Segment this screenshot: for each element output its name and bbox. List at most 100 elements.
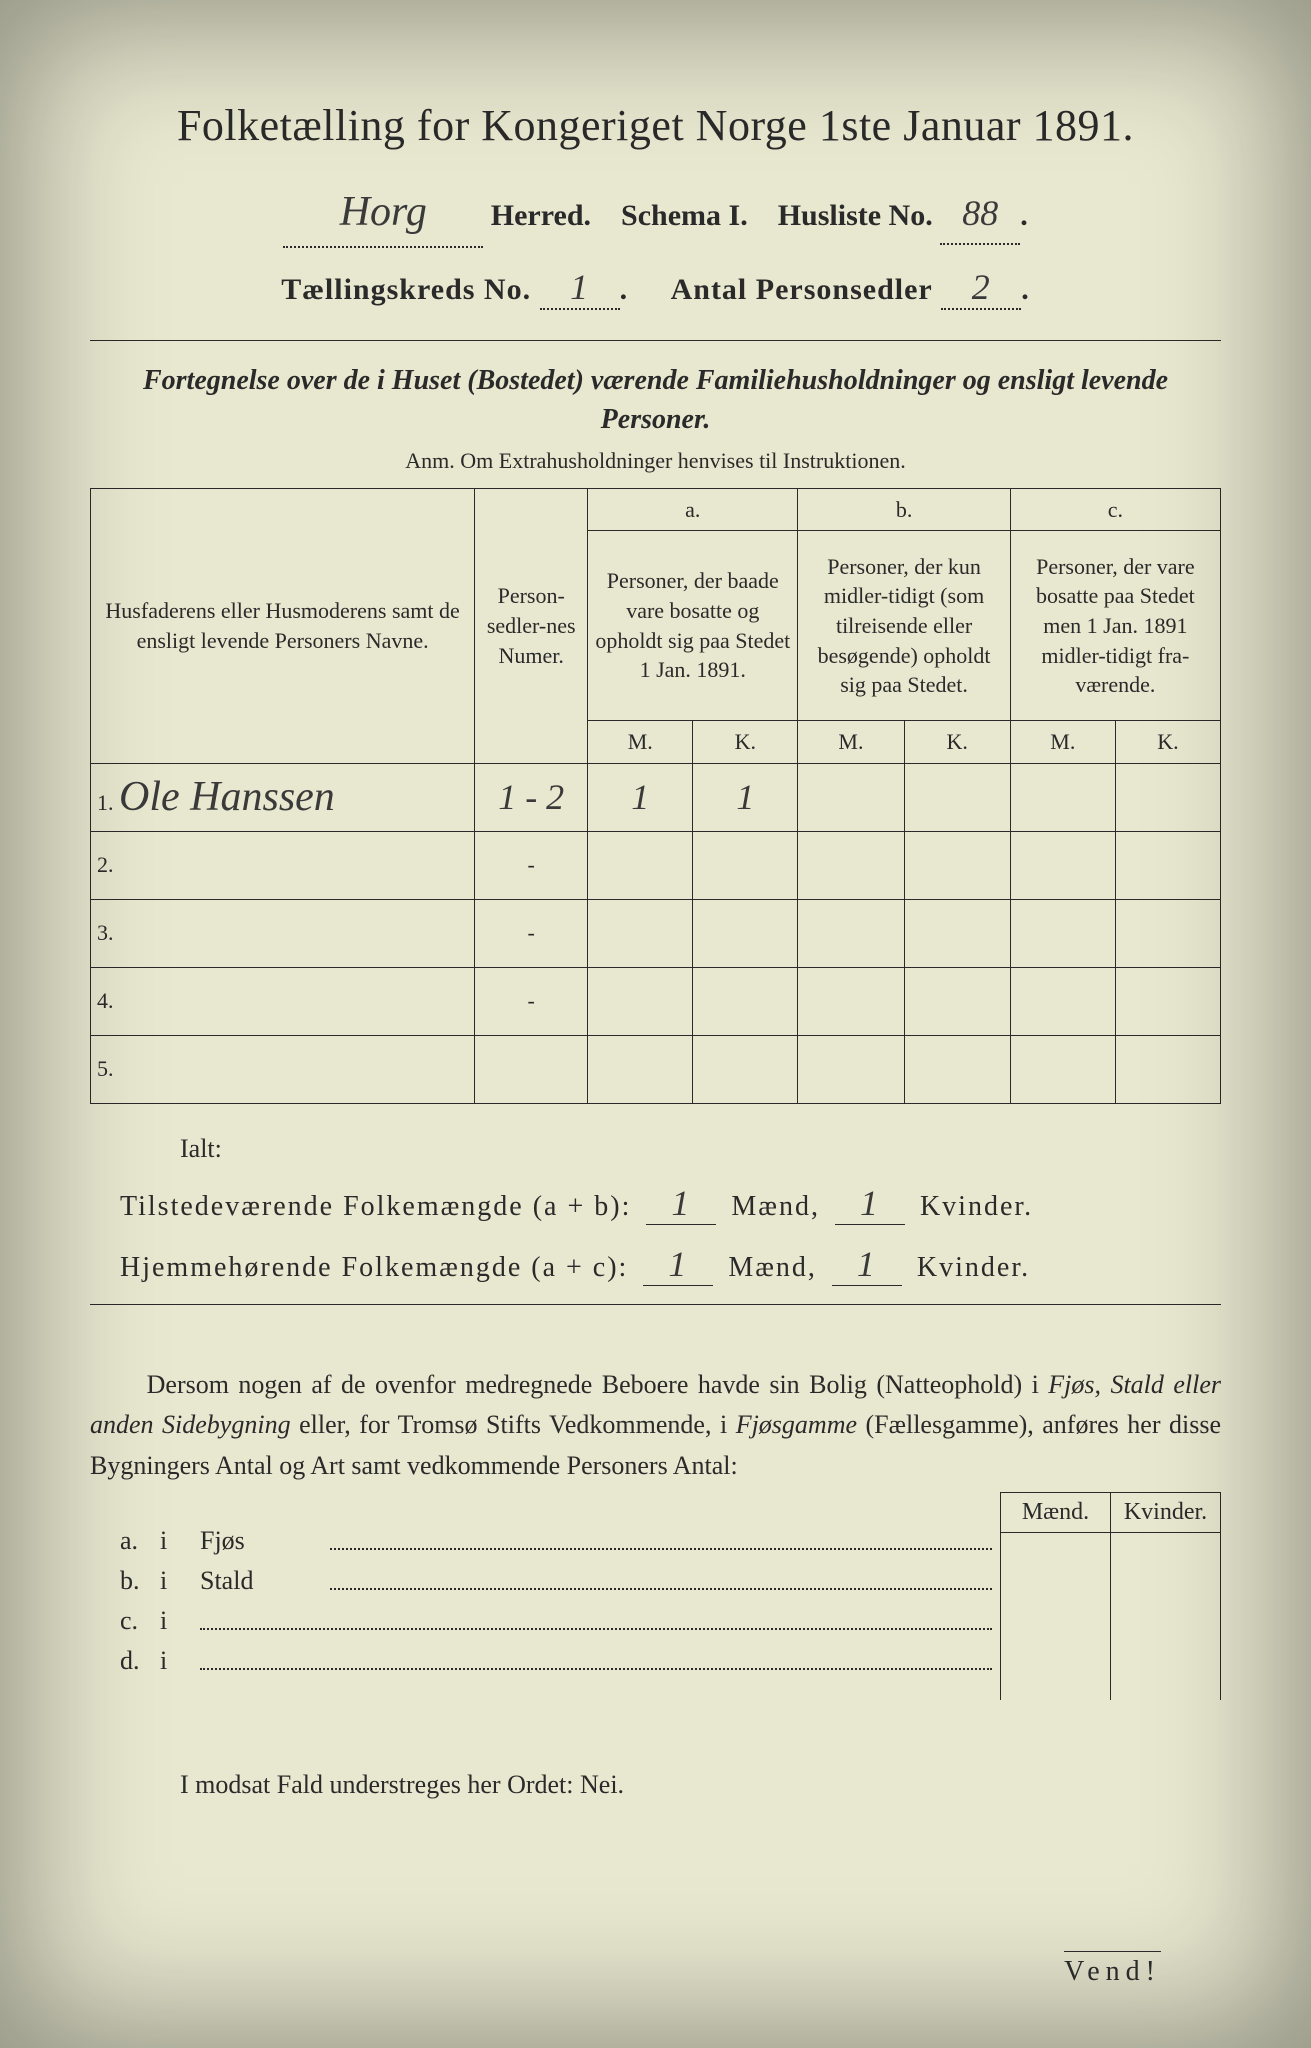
col-name-text: Husfaderens eller Husmoderens samt de en… <box>105 598 459 653</box>
row-num: - <box>475 899 588 967</box>
b-k-cell <box>904 967 1010 1035</box>
c-k-cell <box>1115 967 1220 1035</box>
abcd-letter: d. <box>90 1646 160 1676</box>
ab-k-slot: 1 <box>835 1182 905 1225</box>
census-form-page: Folketælling for Kongeriget Norge 1ste J… <box>0 0 1311 2048</box>
mk-maend-header: Mænd. <box>1001 1492 1111 1532</box>
vend-label: Vend! <box>1064 1951 1161 1988</box>
c-m-cell <box>1010 1035 1115 1103</box>
b-m-cell <box>798 763 904 831</box>
abcd-i: i <box>160 1566 200 1596</box>
b-m-cell <box>798 899 904 967</box>
group-a-letter: a. <box>588 488 798 531</box>
c-k-cell <box>1115 1035 1220 1103</box>
c-m-cell <box>1010 967 1115 1035</box>
row-num: 1 - 2 <box>475 763 588 831</box>
ab-k-value: 1 <box>860 1183 880 1223</box>
table-row: 5. <box>91 1035 1221 1103</box>
group-b-header: Personer, der kun midler-tidigt (som til… <box>798 531 1010 721</box>
dotted-line <box>200 1668 992 1670</box>
abcd-row: c. i <box>90 1606 1000 1636</box>
mk-cell <box>1001 1574 1111 1616</box>
b-k-cell <box>904 831 1010 899</box>
kreds-line: Tællingskreds No. 1. Antal Personsedler … <box>90 266 1221 310</box>
fortegnelse-heading: Fortegnelse over de i Huset (Bostedet) v… <box>90 361 1221 439</box>
c-k-header: K. <box>1115 721 1220 764</box>
husliste-slot: 88 <box>940 185 1020 245</box>
a-k-cell <box>693 831 798 899</box>
table-row: 4. - <box>91 967 1221 1035</box>
abcd-list: a. i Fjøs b. i Stald c. i d. i <box>90 1516 1000 1686</box>
mk-cell <box>1001 1616 1111 1658</box>
row-name: 1. Ole Hanssen <box>91 763 475 831</box>
kreds-label: Tællingskreds No. <box>281 273 531 306</box>
maend-label: Mænd, <box>728 1252 817 1283</box>
abcd-letter: c. <box>90 1606 160 1636</box>
group-c-letter: c. <box>1010 488 1220 531</box>
mk-cell <box>1111 1574 1221 1616</box>
person-name: Ole Hanssen <box>119 774 335 820</box>
abcd-letter: b. <box>90 1566 160 1596</box>
maend-label: Mænd, <box>731 1191 820 1222</box>
abcd-type: Fjøs <box>200 1526 330 1556</box>
b-k-cell <box>904 1035 1010 1103</box>
row-num: - <box>475 831 588 899</box>
outbuilding-paragraph: Dersom nogen af de ovenfor medregnede Be… <box>90 1365 1221 1486</box>
abcd-type: Stald <box>200 1566 330 1596</box>
b-k-cell <box>904 763 1010 831</box>
personsedler-value: 2 <box>972 267 991 307</box>
a-k-cell: 1 <box>693 763 798 831</box>
ac-k-slot: 1 <box>832 1243 902 1286</box>
row-num <box>475 1035 588 1103</box>
b-m-cell <box>798 967 904 1035</box>
row-name: 4. <box>91 967 475 1035</box>
ac-k-value: 1 <box>857 1244 877 1284</box>
a-m-cell <box>588 831 693 899</box>
row-name: 2. <box>91 831 475 899</box>
row-name: 5. <box>91 1035 475 1103</box>
line1-label: Tilstedeværende Folkemængde (a + b): <box>120 1191 631 1222</box>
page-title: Folketælling for Kongeriget Norge 1ste J… <box>90 100 1221 151</box>
col-name-header: Husfaderens eller Husmoderens samt de en… <box>91 488 475 763</box>
abcd-row: d. i <box>90 1646 1000 1676</box>
group-b-letter: b. <box>798 488 1010 531</box>
anm-note: Anm. Om Extrahusholdninger henvises til … <box>90 448 1221 474</box>
kvinder-label: Kvinder. <box>917 1252 1030 1283</box>
ab-m-value: 1 <box>671 1183 691 1223</box>
abcd-row: a. i Fjøs <box>90 1526 1000 1556</box>
mk-cell <box>1111 1616 1221 1658</box>
b-m-header: M. <box>798 721 904 764</box>
nei-line: I modsat Fald understreges her Ordet: Ne… <box>90 1770 1221 1800</box>
line2-label: Hjemmehørende Folkemængde (a + c): <box>120 1252 628 1283</box>
herred-value-slot: Horg <box>283 179 483 248</box>
herred-value: Horg <box>340 189 427 235</box>
c-m-cell <box>1010 831 1115 899</box>
c-k-cell <box>1115 763 1220 831</box>
ab-m-slot: 1 <box>646 1182 716 1225</box>
para-text1: Dersom nogen af de ovenfor medregnede Be… <box>147 1370 1049 1399</box>
a-m-val: 1 <box>631 777 649 817</box>
table-body: 1. Ole Hanssen 1 - 2 1 1 2. - 3. - 4. <box>91 763 1221 1103</box>
col-num-header: Person-sedler-nes Numer. <box>475 488 588 763</box>
household-table: Husfaderens eller Husmoderens samt de en… <box>90 488 1221 1104</box>
husliste-value: 88 <box>962 193 998 233</box>
a-m-header: M. <box>588 721 693 764</box>
a-m-cell <box>588 1035 693 1103</box>
num-val: 1 - 2 <box>498 777 564 817</box>
schema-label: Schema I. <box>621 199 748 232</box>
mk-subtable: Mænd. Kvinder. <box>1000 1492 1221 1701</box>
kreds-slot: 1 <box>540 266 620 310</box>
c-m-header: M. <box>1010 721 1115 764</box>
group-a-header: Personer, der baade vare bosatte og opho… <box>588 531 798 721</box>
ialt-label: Ialt: <box>90 1134 1221 1164</box>
c-k-cell <box>1115 831 1220 899</box>
c-k-cell <box>1115 899 1220 967</box>
b-m-cell <box>798 831 904 899</box>
ac-m-slot: 1 <box>643 1243 713 1286</box>
dotted-line <box>330 1548 992 1550</box>
row-name: 3. <box>91 899 475 967</box>
para-italic2: Fjøsgamme <box>736 1410 857 1439</box>
abcd-row: b. i Stald <box>90 1566 1000 1596</box>
divider <box>90 340 1221 341</box>
row-num: - <box>475 967 588 1035</box>
